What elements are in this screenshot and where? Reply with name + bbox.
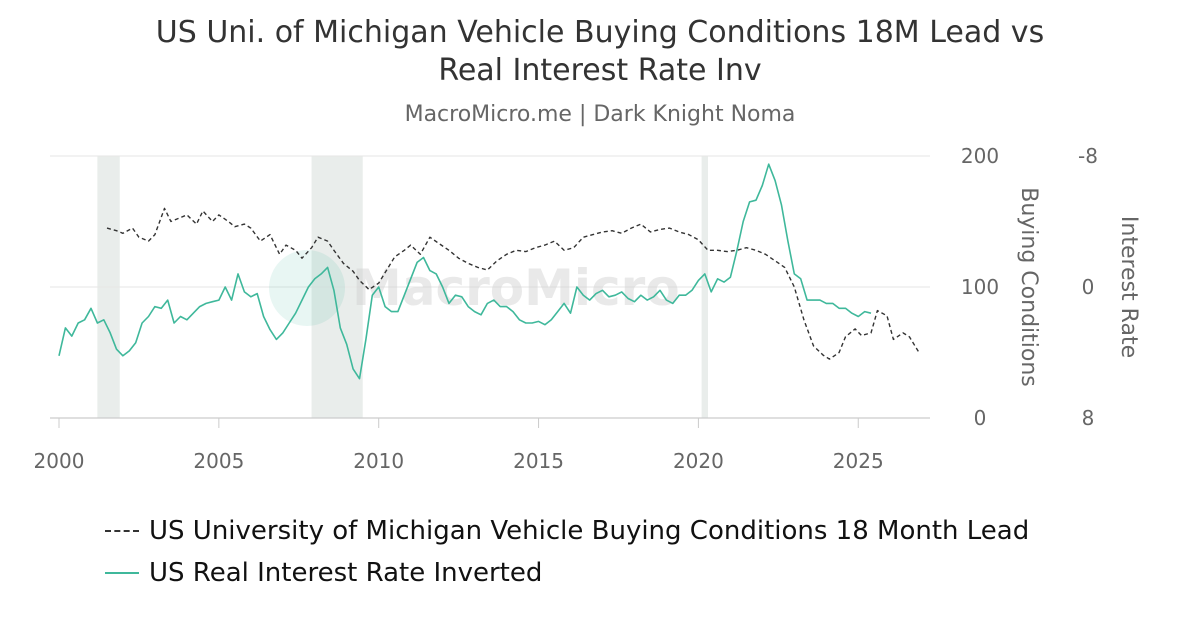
x-tick-label: 2000	[34, 449, 85, 473]
watermark-text: MacroMicro	[352, 259, 680, 317]
y-left-tick-label: 0	[974, 406, 987, 430]
grid-lines	[50, 155, 930, 288]
x-tick-label: 2005	[193, 449, 244, 473]
y-left-tick-label: 200	[961, 144, 999, 168]
legend-item-real-interest-rate[interactable]: US Real Interest Rate Inverted	[105, 552, 1029, 594]
y-right-tick-label: -8	[1078, 144, 1098, 168]
legend-label: US Real Interest Rate Inverted	[149, 558, 543, 588]
series-lines	[58, 163, 920, 380]
chart-title: US Uni. of Michigan Vehicle Buying Condi…	[0, 14, 1200, 90]
legend: US University of Michigan Vehicle Buying…	[105, 510, 1029, 594]
y-right-tick-label: 8	[1082, 406, 1095, 430]
series-line-buying-conditions	[106, 207, 920, 360]
x-tick-label: 2025	[833, 449, 884, 473]
chart-title-line1: US Uni. of Michigan Vehicle Buying Condi…	[155, 15, 1045, 50]
y-left-axis-title: Buying Conditions	[1016, 187, 1041, 387]
y-right-tick-label: 0	[1082, 275, 1095, 299]
watermark: MacroMicro	[269, 250, 680, 326]
legend-label: US University of Michigan Vehicle Buying…	[149, 516, 1030, 546]
chart-title-line2: Real Interest Rate Inv	[438, 53, 762, 88]
legend-item-buying-conditions[interactable]: US University of Michigan Vehicle Buying…	[105, 510, 1029, 552]
axes: 2000 2005 2010 2015 2020 2025 0 100 200 8 0 -8 Buyin…	[34, 144, 1141, 473]
x-tick-label: 2015	[513, 449, 564, 473]
y-right-axis-title: Interest Rate	[1116, 216, 1141, 358]
series-line-real-interest-rate	[58, 163, 872, 380]
chart-subtitle: MacroMicro.me | Dark Knight Noma	[404, 102, 796, 127]
x-tick-label: 2020	[673, 449, 724, 473]
x-tick-label: 2010	[353, 449, 404, 473]
legend-solid-line-icon	[105, 572, 139, 574]
legend-dashed-line-icon	[105, 530, 139, 532]
y-left-tick-label: 100	[961, 275, 999, 299]
